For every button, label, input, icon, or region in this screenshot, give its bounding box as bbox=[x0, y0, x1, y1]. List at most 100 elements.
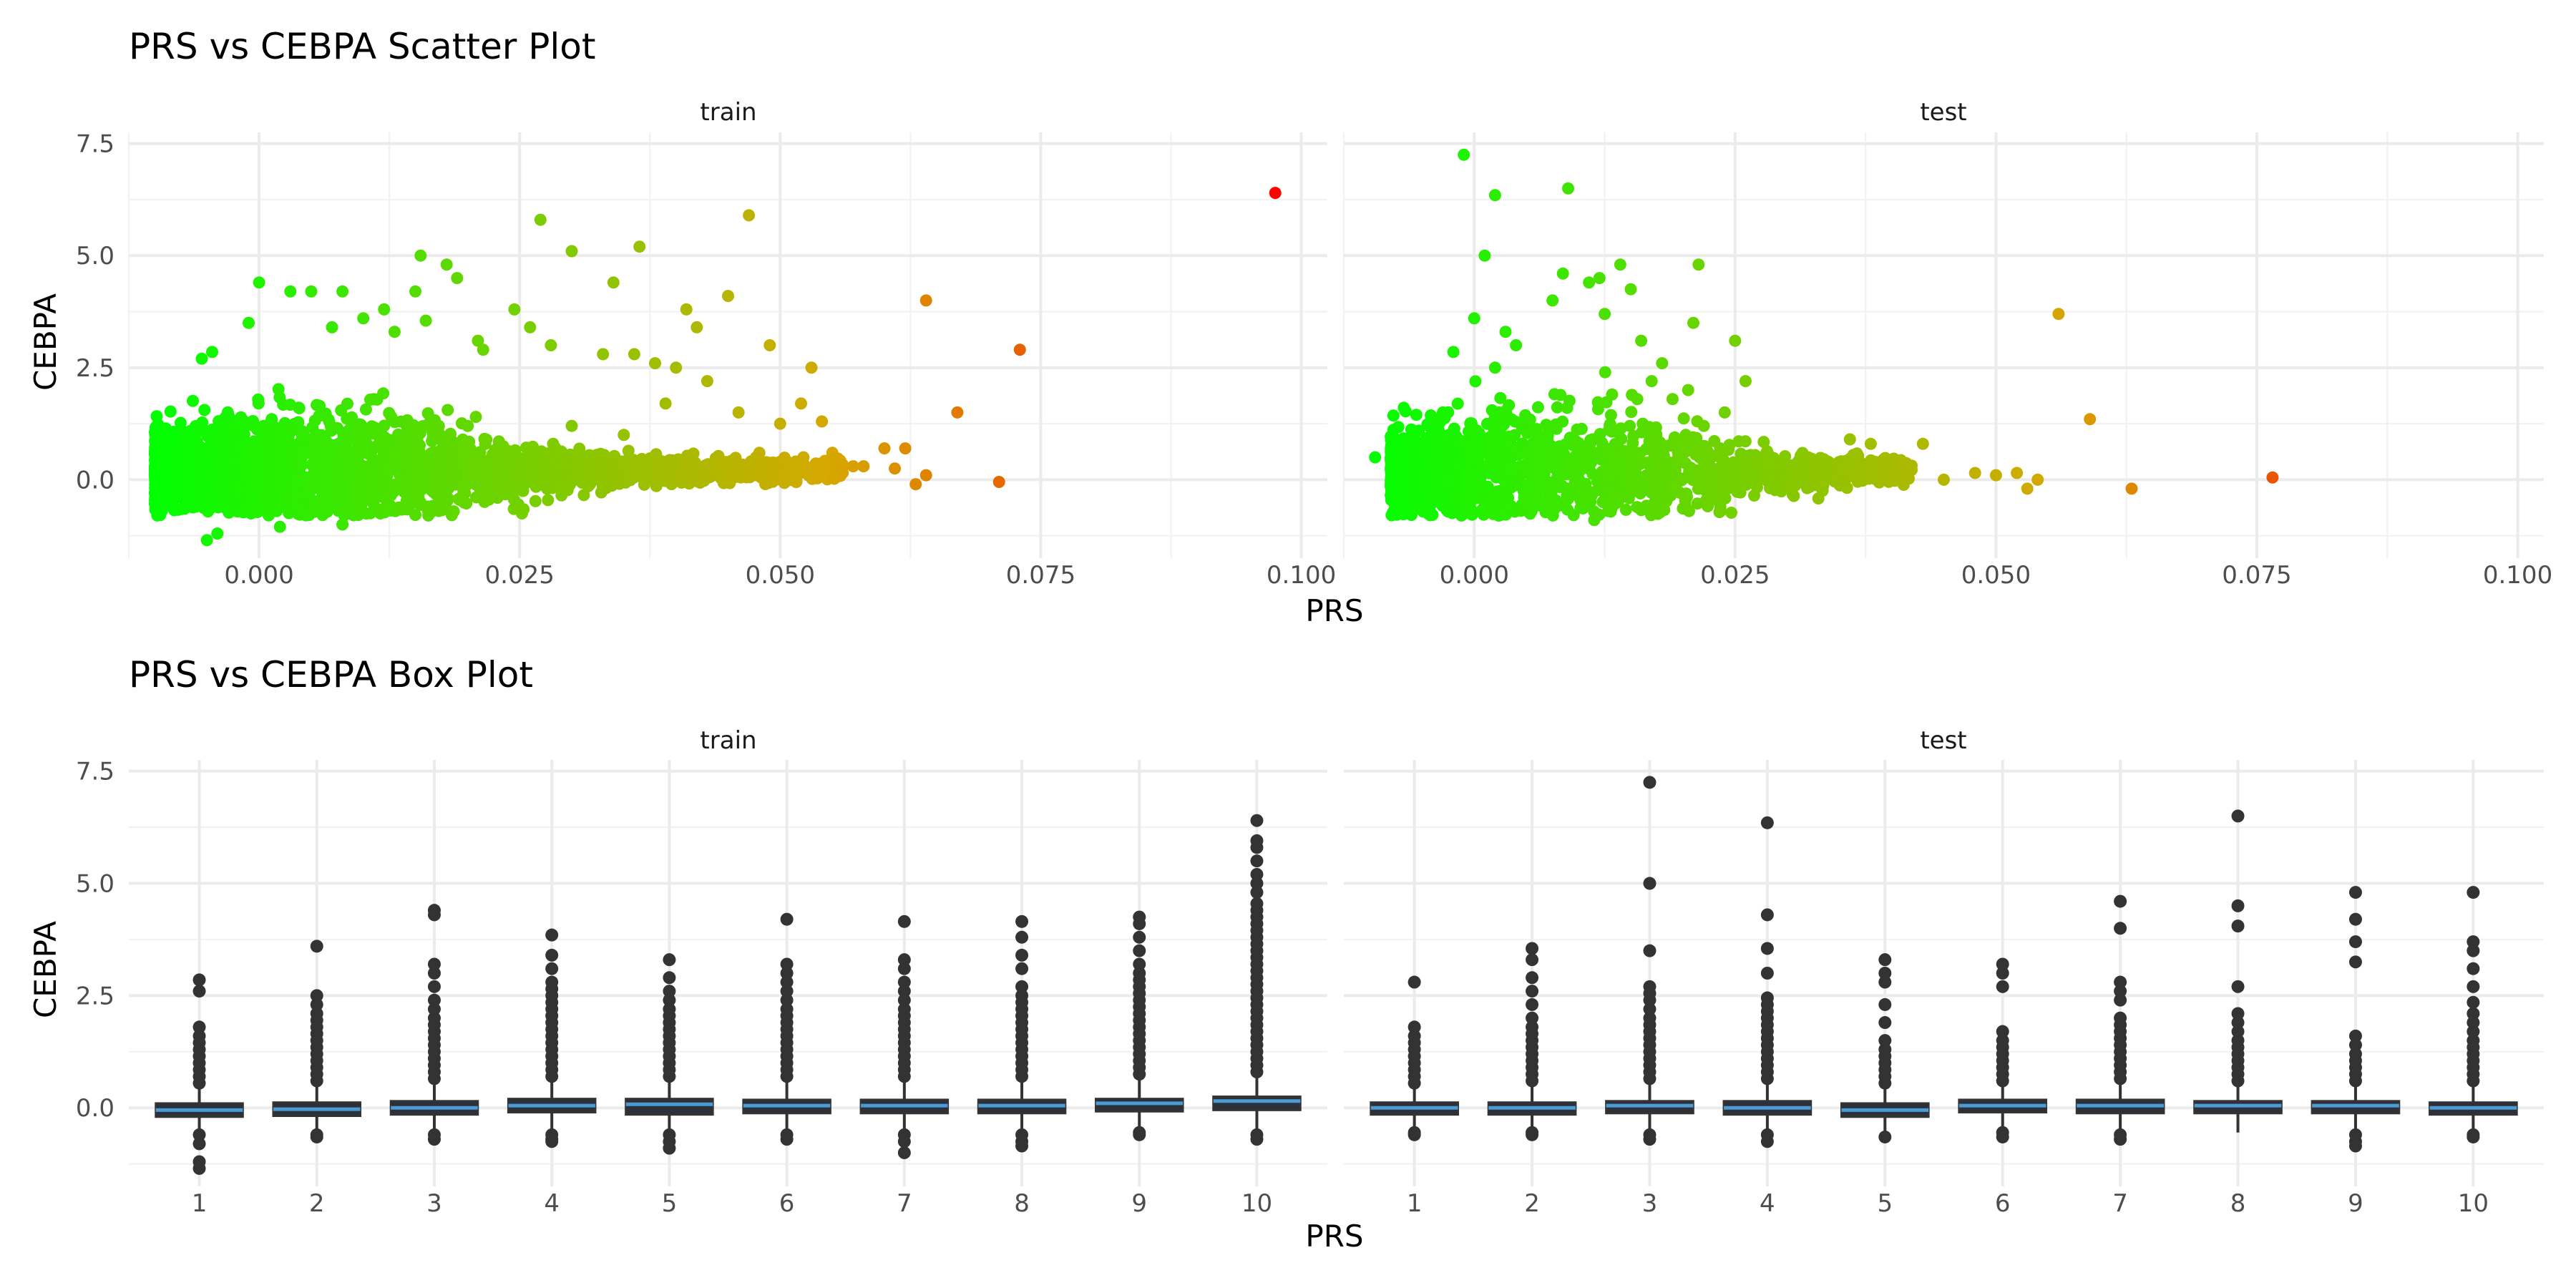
outlier-point bbox=[1250, 834, 1264, 847]
scatter-point bbox=[1410, 409, 1423, 421]
outlier-point bbox=[192, 1161, 206, 1175]
outlier-point bbox=[427, 957, 441, 971]
scatter-point bbox=[1624, 283, 1637, 296]
outlier-point bbox=[2114, 1133, 2127, 1146]
outlier-point bbox=[1526, 1128, 1539, 1141]
x-tick-label: 8 bbox=[1014, 1189, 1030, 1218]
scatter-points-train bbox=[148, 187, 1282, 547]
scatter-point bbox=[2052, 308, 2065, 321]
x-tick-label: 10 bbox=[2458, 1189, 2489, 1218]
x-tick-label: 4 bbox=[1760, 1189, 1775, 1218]
outlier-point bbox=[663, 971, 676, 985]
outlier-point bbox=[897, 1135, 911, 1148]
scatter-point bbox=[1938, 473, 1950, 486]
outlier-point bbox=[2114, 975, 2127, 989]
scatter-point bbox=[1687, 316, 1699, 329]
outlier-point bbox=[897, 914, 911, 928]
scatter-point bbox=[1677, 412, 1690, 425]
x-tick-label: 0.025 bbox=[1700, 561, 1770, 590]
x-tick-label: 0.025 bbox=[485, 561, 555, 590]
scatter-point bbox=[649, 357, 661, 370]
outlier-point bbox=[1760, 816, 1774, 829]
scatter-point bbox=[597, 348, 610, 361]
x-tick-label: 3 bbox=[1642, 1189, 1658, 1218]
scatter-point bbox=[659, 397, 672, 410]
outlier-point bbox=[1133, 910, 1146, 924]
x-tick-label: 9 bbox=[1131, 1189, 1147, 1218]
scatter-point bbox=[1635, 334, 1648, 347]
scatter-point bbox=[1729, 334, 1742, 347]
scatter-point bbox=[477, 343, 489, 356]
scatter-point bbox=[469, 411, 482, 424]
outlier-point bbox=[2348, 886, 2362, 899]
x-tick-label: 3 bbox=[426, 1189, 442, 1218]
outlier-point bbox=[1250, 814, 1264, 827]
scatter-point bbox=[1989, 469, 2002, 482]
box-body bbox=[1212, 1096, 1302, 1111]
scatter-point bbox=[1666, 393, 1679, 406]
scatter-point bbox=[1575, 422, 1588, 435]
outlier-point bbox=[2467, 962, 2480, 975]
scatter-point bbox=[195, 352, 208, 365]
outlier-point bbox=[192, 973, 206, 987]
scatter-point bbox=[442, 492, 455, 505]
scatter-point bbox=[440, 258, 453, 271]
scatter-point bbox=[878, 442, 891, 455]
scatter-point bbox=[2011, 467, 2024, 479]
outlier-point bbox=[2467, 1007, 2480, 1020]
scatter-point bbox=[1369, 451, 1382, 464]
outlier-point bbox=[1878, 1130, 1892, 1143]
outlier-point bbox=[2467, 980, 2480, 993]
x-tick-label: 2 bbox=[309, 1189, 325, 1218]
outlier-point bbox=[1878, 1034, 1892, 1048]
scatter-point bbox=[1499, 326, 1512, 338]
outlier-point bbox=[1643, 980, 1657, 993]
outlier-point bbox=[1996, 980, 2009, 993]
outlier-point bbox=[1643, 776, 1657, 789]
scatter-point bbox=[441, 404, 454, 416]
scatter-point bbox=[795, 397, 807, 410]
scatter-point bbox=[1843, 433, 1856, 446]
scatter-point bbox=[1392, 421, 1405, 434]
outlier-point bbox=[1407, 1128, 1421, 1141]
outlier-point bbox=[1526, 997, 1539, 1011]
x-tick-label: 0.100 bbox=[1267, 561, 1336, 590]
outlier-point bbox=[1133, 944, 1146, 957]
box-7 bbox=[2075, 894, 2165, 1146]
outlier-point bbox=[2231, 899, 2245, 912]
scatter-point bbox=[529, 494, 542, 507]
scatter-point bbox=[1556, 267, 1569, 280]
scatter-point bbox=[508, 303, 521, 316]
scatter-point bbox=[542, 494, 555, 507]
scatter-point bbox=[1606, 388, 1619, 401]
scatter-point bbox=[1739, 435, 1752, 448]
outlier-point bbox=[545, 975, 559, 989]
y-tick-label: 2.5 bbox=[76, 982, 114, 1010]
scatter-point bbox=[1488, 189, 1501, 202]
scatter-point bbox=[1593, 272, 1606, 285]
box-8 bbox=[977, 914, 1067, 1153]
scatter-point bbox=[722, 290, 734, 303]
scatter-point bbox=[1604, 409, 1617, 421]
box-facet-train: train bbox=[700, 726, 756, 755]
scatter-point bbox=[1697, 419, 1710, 432]
outlier-point bbox=[2231, 809, 2245, 823]
outlier-point bbox=[1015, 1139, 1029, 1153]
scatter-point bbox=[447, 505, 460, 518]
scatter-point bbox=[480, 433, 493, 446]
scatter-point bbox=[909, 478, 922, 491]
x-tick-label: 1 bbox=[1407, 1189, 1423, 1218]
scatter-point bbox=[1681, 490, 1693, 503]
scatter-point bbox=[1562, 182, 1574, 195]
y-tick-label: 0.0 bbox=[76, 466, 114, 494]
scatter-point bbox=[763, 339, 776, 351]
outlier-point bbox=[2231, 980, 2245, 993]
scatter-point bbox=[753, 447, 766, 459]
y-tick-label: 7.5 bbox=[76, 130, 114, 159]
box-body bbox=[625, 1098, 714, 1116]
outlier-point bbox=[192, 985, 206, 998]
outlier-point bbox=[2348, 955, 2362, 969]
outlier-point bbox=[1250, 854, 1264, 868]
scatter-point bbox=[680, 303, 693, 316]
